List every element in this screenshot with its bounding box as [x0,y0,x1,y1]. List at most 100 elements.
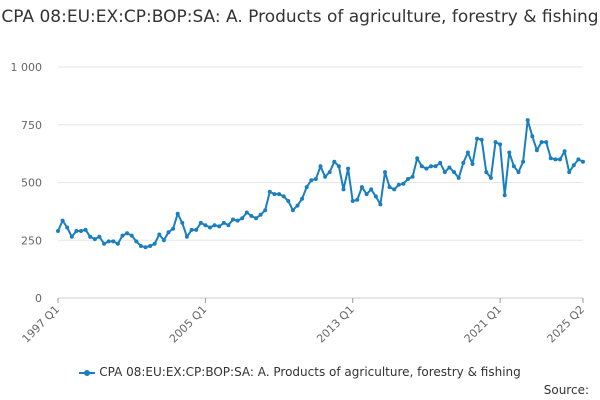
data-point [493,140,498,145]
data-point [267,189,272,194]
data-point [465,150,470,155]
x-tick-label: 2013 Q1 [314,303,357,346]
data-point [548,156,553,161]
x-tick-label: 1997 Q1 [20,303,63,346]
data-point [410,174,415,179]
data-point [304,185,309,190]
data-point [461,160,466,165]
data-point [484,170,489,175]
data-point [272,192,277,197]
data-point [571,163,576,168]
data-point [203,223,208,228]
data-point [336,164,341,169]
data-point [226,223,231,228]
data-point [102,241,107,246]
data-point [295,203,300,208]
data-point [235,218,240,223]
data-point [392,187,397,192]
data-point [221,220,226,225]
series-layer [56,118,585,250]
data-point [419,164,424,169]
data-point [525,118,530,123]
data-point [175,211,180,216]
data-point [143,245,148,250]
data-point [530,134,535,139]
data-point [516,170,521,175]
data-point [300,196,305,201]
data-point [79,229,83,233]
data-point [277,192,282,197]
data-point [166,230,171,235]
data-point [447,165,452,170]
data-point [56,229,60,233]
data-point [429,164,433,169]
data-point [396,182,401,187]
data-point [581,159,585,164]
data-point [369,187,374,192]
data-point [309,178,314,183]
data-point [341,187,346,192]
data-point [438,160,443,165]
data-point [350,199,355,203]
data-point [452,170,457,175]
data-point [346,166,351,171]
data-point [161,238,166,243]
data-point [231,217,235,222]
data-point [286,199,291,203]
legend-marker [79,368,96,378]
data-point [125,231,130,236]
legend[interactable]: CPA 08:EU:EX:CP:BOP:SA: A. Products of a… [0,365,600,379]
data-point [249,214,254,218]
data-point [456,175,461,180]
data-point [355,197,360,202]
data-point [97,234,102,239]
data-point [120,233,125,238]
data-point [189,227,194,232]
y-tick-label: 250 [21,234,42,247]
legend-label: CPA 08:EU:EX:CP:BOP:SA: A. Products of a… [99,365,521,379]
data-point [74,229,79,233]
data-point [323,174,328,179]
data-point [507,150,512,155]
data-point [558,157,562,162]
x-tick-label: 2021 Q1 [462,303,505,346]
data-point [498,142,503,147]
data-point [359,185,364,190]
data-point [313,177,318,181]
data-point [106,239,111,244]
data-point [134,239,139,244]
data-point [387,185,392,190]
data-point [479,137,484,142]
data-point [65,225,70,230]
y-tick-label: 500 [21,177,42,190]
data-point [92,237,97,242]
data-point [553,157,558,162]
data-point [567,170,572,175]
data-point [383,170,387,175]
data-point [111,239,116,244]
data-point [332,159,337,164]
data-point [69,234,74,239]
chart-title: CPA 08:EU:EX:CP:BOP:SA: A. Products of a… [1,7,599,27]
data-point [240,216,245,221]
data-point [401,181,406,186]
data-point [442,170,447,175]
data-point [83,227,88,232]
data-point [60,218,65,223]
data-point [406,177,410,181]
x-tick-label: 2005 Q1 [167,303,210,346]
data-point [534,148,539,153]
data-point [576,157,581,162]
data-point [415,156,420,161]
data-point [373,194,378,199]
data-point [539,140,544,145]
data-point [318,164,323,169]
data-point [115,241,120,246]
y-tick-label: 750 [21,119,42,132]
data-point [364,192,369,197]
y-tick-label: 0 [35,292,42,305]
gridlines [58,66,583,299]
data-point [511,164,516,169]
data-point [254,216,258,221]
